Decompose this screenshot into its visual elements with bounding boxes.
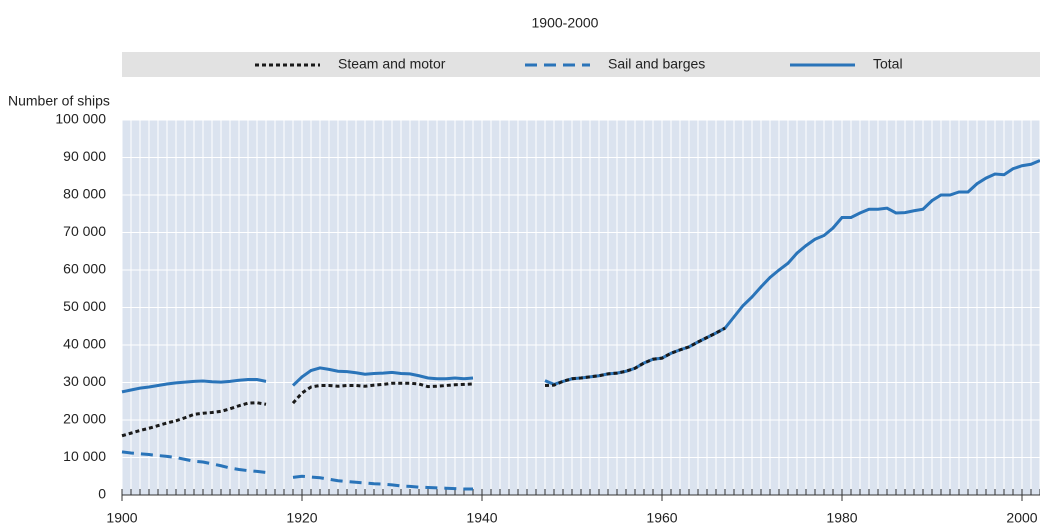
x-tick-label: 1920 xyxy=(286,510,317,526)
x-tick-label: 2000 xyxy=(1006,510,1037,526)
y-tick-label: 60 000 xyxy=(63,261,106,277)
y-tick-label: 10 000 xyxy=(63,448,106,464)
y-tick-label: 40 000 xyxy=(63,336,106,352)
y-tick-label: 50 000 xyxy=(63,298,106,314)
legend-label: Steam and motor xyxy=(338,56,446,72)
y-tick-label: 100 000 xyxy=(55,111,106,127)
y-axis-label: Number of ships xyxy=(8,93,110,109)
legend-label: Sail and barges xyxy=(608,56,705,72)
x-tick-label: 1960 xyxy=(646,510,677,526)
legend-label: Total xyxy=(873,56,903,72)
y-tick-label: 30 000 xyxy=(63,373,106,389)
y-tick-label: 80 000 xyxy=(63,186,106,202)
y-tick-label: 70 000 xyxy=(63,223,106,239)
y-tick-label: 90 000 xyxy=(63,148,106,164)
x-tick-label: 1900 xyxy=(106,510,137,526)
y-tick-label: 0 xyxy=(98,486,106,502)
chart-subtitle: 1900-2000 xyxy=(532,15,599,31)
y-tick-label: 20 000 xyxy=(63,411,106,427)
series-line xyxy=(121,326,726,438)
legend-box xyxy=(122,52,1040,77)
x-tick-label: 1980 xyxy=(826,510,857,526)
x-tick-label: 1940 xyxy=(466,510,497,526)
